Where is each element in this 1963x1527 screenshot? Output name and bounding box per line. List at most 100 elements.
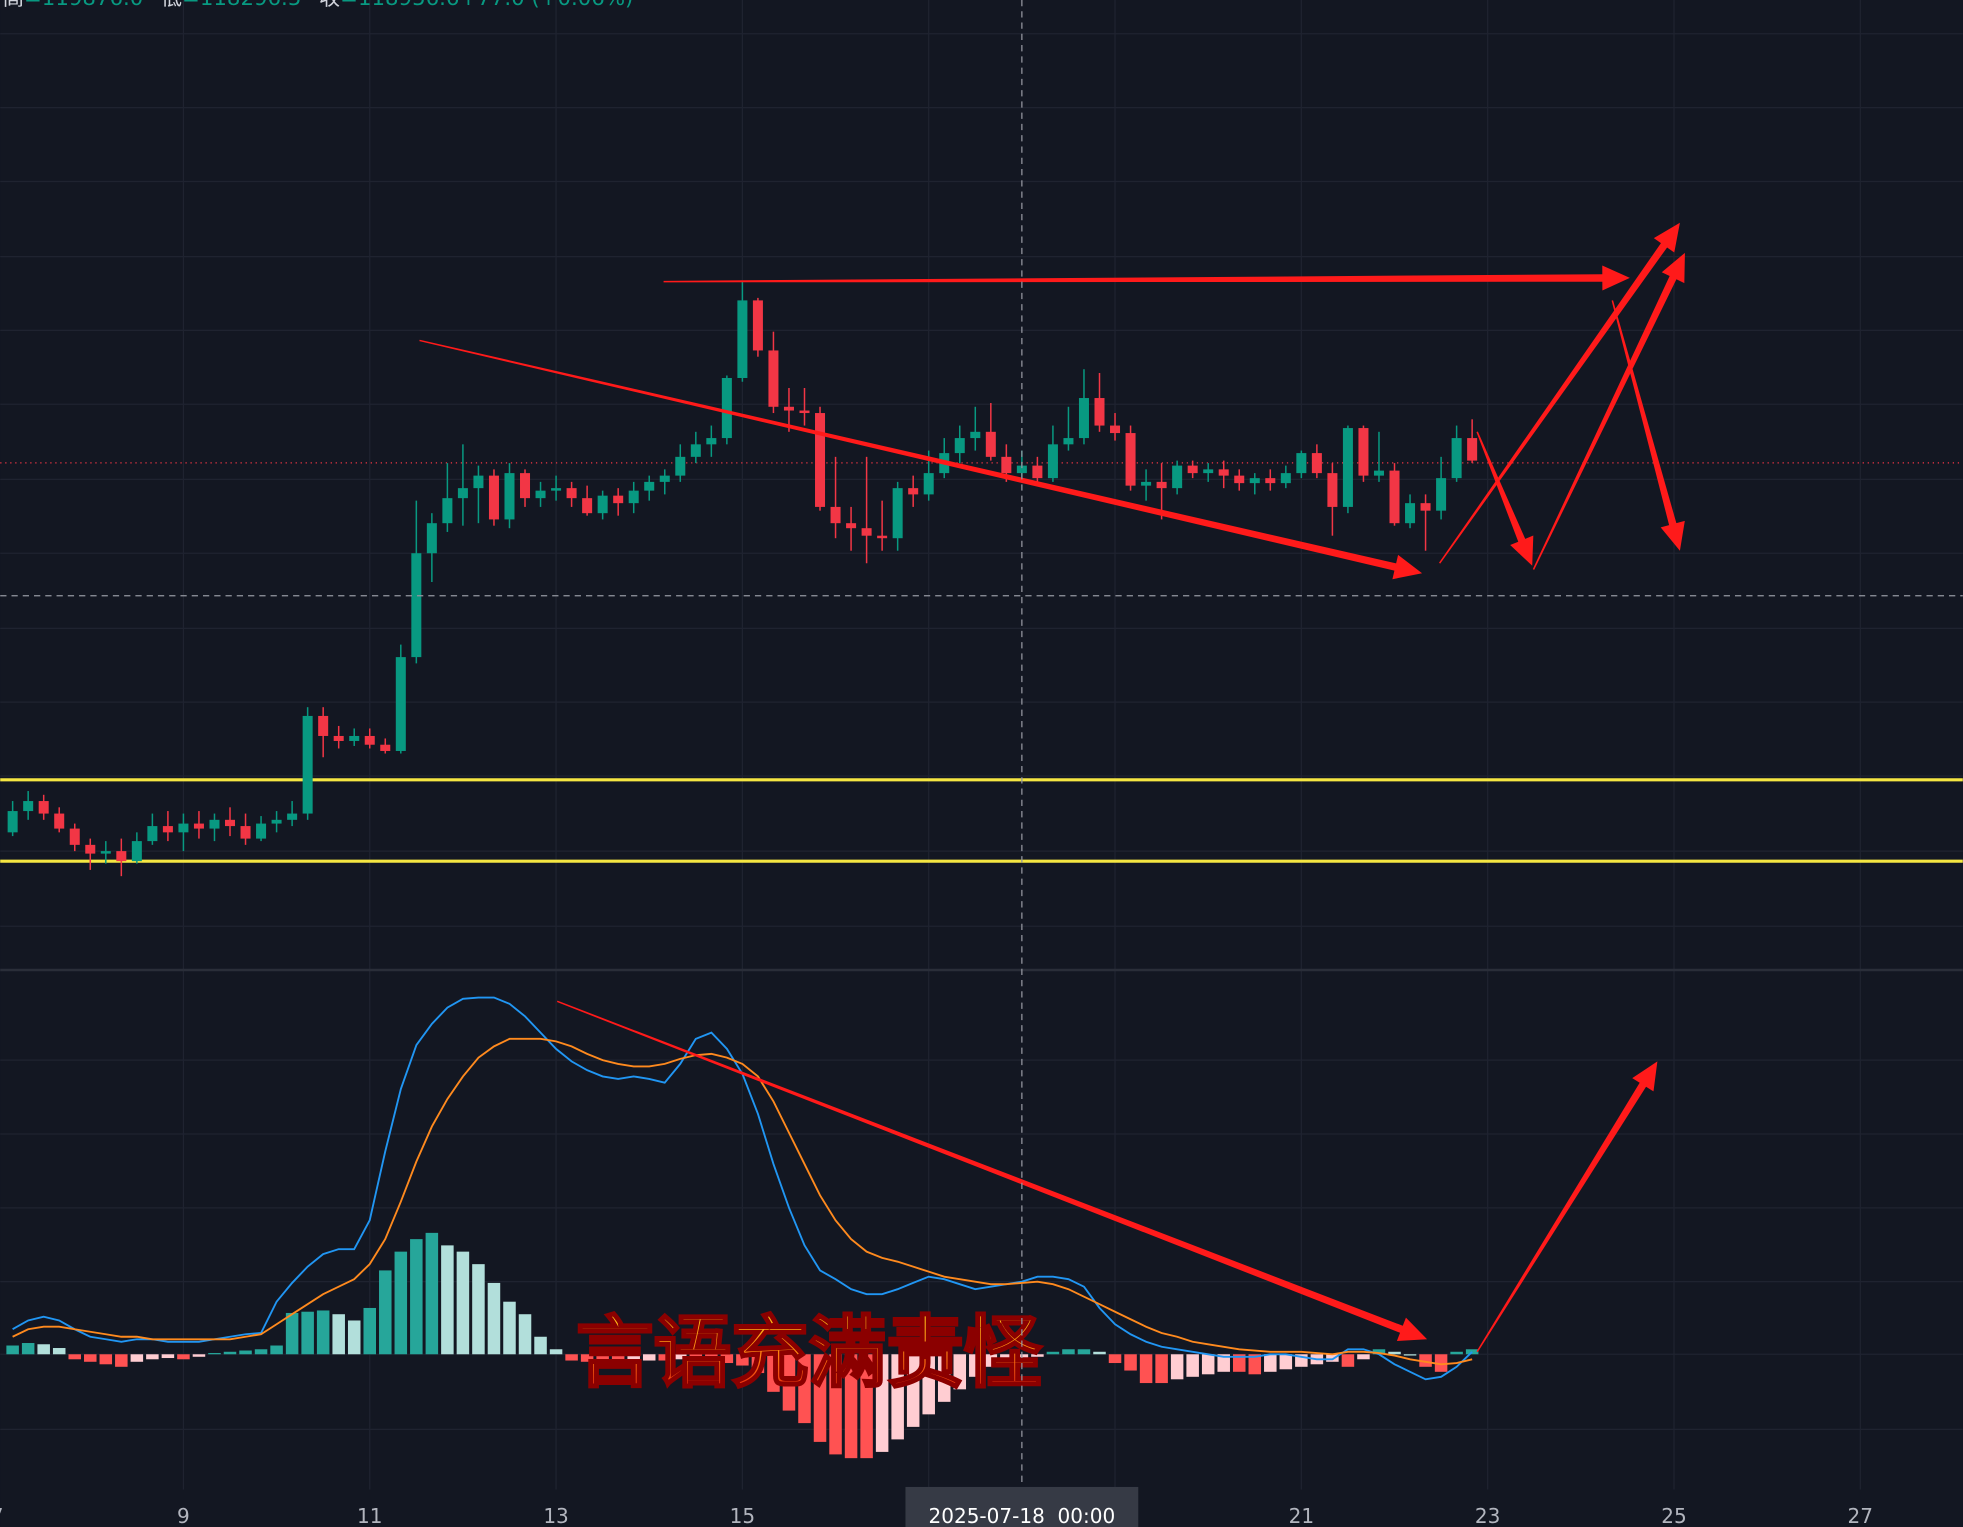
candle-body bbox=[892, 488, 903, 539]
histogram-bar bbox=[1201, 1354, 1215, 1375]
histogram-bar bbox=[472, 1264, 485, 1355]
candle-body bbox=[426, 523, 437, 554]
histogram-bar bbox=[1217, 1354, 1230, 1372]
histogram-bar bbox=[1326, 1354, 1339, 1362]
arrow bbox=[419, 339, 1423, 580]
histogram-bar bbox=[503, 1301, 516, 1355]
candle-body bbox=[333, 735, 344, 741]
x-tick-label: 21 bbox=[1289, 1504, 1314, 1527]
candle-body bbox=[131, 841, 142, 862]
histogram-bar bbox=[285, 1312, 299, 1355]
candle-body bbox=[1110, 425, 1121, 434]
candle-body bbox=[85, 844, 96, 854]
histogram-bar bbox=[844, 1354, 858, 1459]
candle-body bbox=[1203, 469, 1214, 474]
header-value: =118296.5 bbox=[182, 0, 301, 11]
candle-body bbox=[287, 813, 298, 820]
histogram-bar bbox=[1279, 1354, 1293, 1370]
histogram-bar bbox=[829, 1354, 842, 1455]
histogram-bar bbox=[394, 1251, 408, 1355]
histogram-bar bbox=[922, 1354, 935, 1415]
histogram-bar bbox=[674, 1354, 687, 1360]
histogram-bar bbox=[767, 1354, 780, 1392]
histogram-bar bbox=[146, 1354, 159, 1360]
candle-body bbox=[1047, 444, 1058, 479]
x-tick-label: 7 bbox=[0, 1504, 3, 1527]
candle-body bbox=[256, 823, 267, 839]
candle-body bbox=[1156, 481, 1167, 489]
histogram-bar bbox=[410, 1239, 423, 1355]
histogram-bar bbox=[441, 1245, 454, 1355]
candle-body bbox=[1016, 465, 1027, 474]
histogram-bar bbox=[347, 1320, 361, 1355]
histogram-bar bbox=[1124, 1354, 1137, 1371]
macd-line bbox=[12, 1037, 1473, 1366]
candle-body bbox=[7, 811, 18, 833]
arrow bbox=[1476, 431, 1534, 566]
histogram-bar bbox=[1232, 1354, 1246, 1372]
candle-body bbox=[861, 528, 872, 536]
histogram-bar bbox=[984, 1354, 998, 1367]
candle-body bbox=[535, 490, 546, 499]
histogram-bar bbox=[223, 1351, 237, 1355]
grid bbox=[0, 0, 1963, 1490]
x-tick-label: 27 bbox=[1848, 1504, 1873, 1527]
candle-body bbox=[1063, 438, 1074, 445]
histogram-bar bbox=[891, 1354, 904, 1440]
candle-body bbox=[364, 735, 375, 745]
candle-body bbox=[1078, 398, 1089, 439]
histogram-bar bbox=[580, 1354, 594, 1362]
candle-body bbox=[38, 801, 49, 814]
histogram-bar bbox=[316, 1310, 330, 1355]
candle-body bbox=[1342, 428, 1353, 507]
candle-body bbox=[69, 828, 80, 845]
header-value: =119876.0 bbox=[24, 0, 143, 11]
candle-body bbox=[271, 819, 282, 824]
histogram-bar bbox=[1186, 1354, 1199, 1377]
candle-body bbox=[1265, 478, 1276, 484]
histogram-bar bbox=[1062, 1349, 1075, 1355]
candle-body bbox=[1187, 465, 1198, 474]
header-label: 低 bbox=[161, 0, 182, 11]
histogram-bar bbox=[1031, 1354, 1044, 1357]
candle-body bbox=[815, 413, 826, 507]
histogram-bar bbox=[1093, 1351, 1106, 1355]
candle-body bbox=[225, 819, 236, 827]
histogram-bar bbox=[177, 1354, 190, 1360]
histogram-bar bbox=[565, 1354, 578, 1361]
candle-body bbox=[690, 444, 701, 457]
candle-body bbox=[830, 506, 841, 524]
histogram-bar bbox=[1046, 1351, 1060, 1355]
arrow bbox=[1476, 1061, 1658, 1353]
candle-body bbox=[846, 523, 857, 529]
candle-body bbox=[1172, 465, 1183, 489]
candle-body bbox=[193, 823, 204, 829]
candle-body bbox=[116, 851, 127, 862]
overlay-text: 言语充满责怪 bbox=[576, 1308, 1043, 1398]
candle-body bbox=[457, 488, 468, 499]
arrow bbox=[1611, 300, 1685, 551]
candle-body bbox=[411, 553, 422, 658]
x-tick-label: 15 bbox=[730, 1504, 755, 1527]
candle-body bbox=[1436, 478, 1447, 511]
candle-body bbox=[597, 495, 608, 514]
candle-body bbox=[877, 535, 888, 539]
candle-body bbox=[908, 488, 919, 495]
histogram-bar bbox=[705, 1354, 718, 1361]
candle-body bbox=[1141, 481, 1152, 486]
histogram-bar bbox=[1248, 1354, 1262, 1375]
candle-body bbox=[1125, 433, 1136, 486]
candle-body bbox=[659, 475, 670, 482]
histogram-bar bbox=[21, 1343, 35, 1355]
histogram-bar bbox=[1264, 1354, 1277, 1372]
candle-body bbox=[675, 456, 686, 476]
candle-body bbox=[147, 826, 158, 842]
candle-body bbox=[1094, 398, 1105, 426]
candle-body bbox=[1311, 453, 1322, 474]
candle-body bbox=[970, 431, 981, 439]
candle-body bbox=[566, 488, 577, 499]
histogram-bar bbox=[736, 1354, 749, 1366]
candle-body bbox=[613, 495, 624, 504]
candle-body bbox=[628, 490, 639, 504]
